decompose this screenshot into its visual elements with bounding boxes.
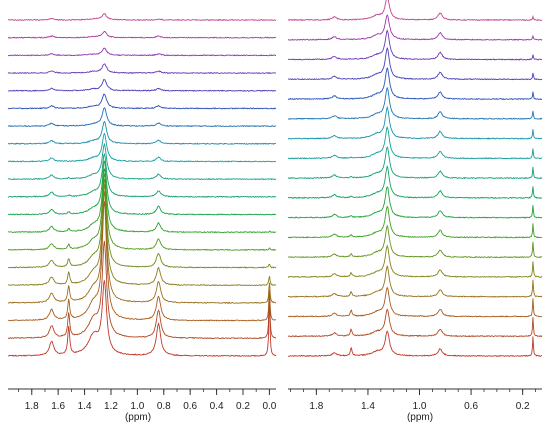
x-axis-right: 1.8 1.4 1.0 0.6 0.2 <box>288 388 542 412</box>
spectrum-trace <box>287 29 543 61</box>
x-tick-label: 1.4 <box>361 401 375 412</box>
spectrum-trace <box>7 240 277 340</box>
spectrum-trace <box>7 142 277 181</box>
x-tick-label: 1.8 <box>309 401 323 412</box>
spectrum-trace <box>288 146 543 180</box>
spectrum-trace <box>7 173 277 251</box>
spectrum-trace <box>7 184 277 287</box>
x-tick-label: 1.8 <box>25 401 39 412</box>
x-tick-label: 0.6 <box>464 401 478 412</box>
x-axis-title-left: (ppm) <box>125 412 151 423</box>
spectrum-trace <box>7 47 277 57</box>
x-tick-label: 0.8 <box>157 401 171 412</box>
spectrum-trace <box>7 120 277 145</box>
x-tick-label: 1.4 <box>78 401 92 412</box>
spectrum-trace <box>7 63 277 75</box>
spectrum-trace <box>287 0 543 22</box>
spectrum-trace <box>287 186 543 219</box>
spectrum-trace <box>7 93 277 110</box>
spectrum-trace <box>287 264 543 298</box>
spectrum-trace <box>287 286 543 318</box>
spectrum-trace <box>7 168 277 234</box>
spectrum-trace <box>287 125 543 160</box>
spectrum-trace <box>287 308 543 338</box>
x-tick-label: 1.6 <box>51 401 65 412</box>
x-axis-left: 1.8 1.6 1.4 1.2 1.0 0.8 0.6 0.4 0.2 0.0 <box>8 388 277 412</box>
spectrum-trace <box>7 160 277 216</box>
spectra-stack-left <box>7 12 277 357</box>
spectrum-trace <box>287 86 543 120</box>
x-tick-label: 1.0 <box>413 401 427 412</box>
x-tick-label: 0.0 <box>262 401 276 412</box>
spectrum-trace <box>7 79 277 92</box>
x-tick-label: 0.6 <box>183 401 197 412</box>
spectrum-trace <box>7 179 277 269</box>
x-tick-label: 0.2 <box>516 401 530 412</box>
x-tick-label: 1.0 <box>130 401 144 412</box>
spectrum-trace <box>287 67 543 101</box>
nmr-panel-right: 1.8 1.4 1.0 0.6 0.2 (ppm) <box>287 0 543 423</box>
spectrum-trace <box>7 191 277 304</box>
spectrum-trace <box>287 330 543 358</box>
spectrum-trace <box>287 46 543 81</box>
spectrum-trace <box>7 201 277 322</box>
spectrum-trace <box>7 280 277 357</box>
spectrum-trace <box>7 30 277 39</box>
spectrum-trace <box>287 105 543 140</box>
spectra-stack-right <box>287 0 543 358</box>
spectrum-trace <box>287 14 543 41</box>
spectrum-trace <box>7 132 277 163</box>
x-tick-label: 0.4 <box>210 401 224 412</box>
x-axis-title-right: (ppm) <box>407 412 433 423</box>
spectrum-trace <box>7 152 277 198</box>
spectrum-trace <box>287 205 543 239</box>
spectrum-trace <box>7 107 277 128</box>
spectrum-trace <box>287 244 543 278</box>
spectrum-trace <box>7 12 276 22</box>
spectrum-trace <box>287 165 543 199</box>
spectrum-trace <box>287 224 543 259</box>
nmr-panel-left: 1.8 1.6 1.4 1.2 1.0 0.8 0.6 0.4 0.2 0.0 (ppm) <box>7 12 277 423</box>
x-tick-label: 1.2 <box>104 401 118 412</box>
x-tick-label: 0.2 <box>236 401 250 412</box>
